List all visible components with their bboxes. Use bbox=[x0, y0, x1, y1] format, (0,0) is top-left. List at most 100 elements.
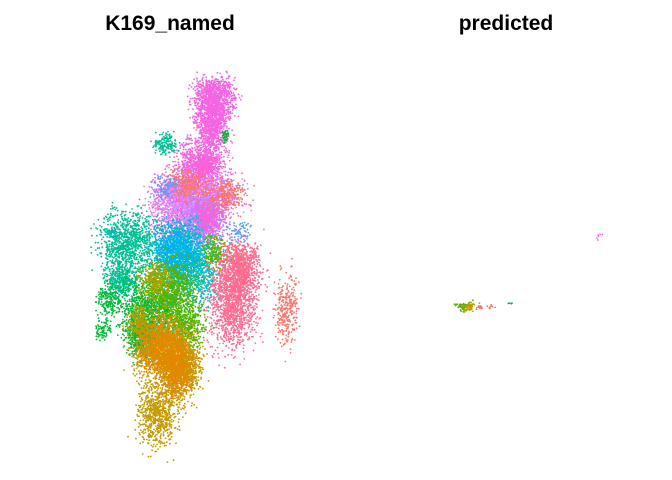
cell-point bbox=[193, 78, 195, 80]
cell-point bbox=[224, 81, 226, 83]
cell-point bbox=[185, 138, 187, 140]
cell-point bbox=[188, 88, 190, 90]
cell-point bbox=[225, 147, 227, 149]
cell-point bbox=[216, 104, 218, 106]
cell-point bbox=[187, 144, 189, 146]
cell-point bbox=[206, 90, 208, 92]
cell-point bbox=[210, 118, 212, 120]
cell-point bbox=[221, 146, 223, 148]
cell-point bbox=[241, 172, 243, 174]
cell-point bbox=[176, 152, 178, 154]
cell-point bbox=[228, 108, 230, 110]
cell-point bbox=[205, 85, 207, 87]
cell-point bbox=[232, 84, 234, 86]
scatter-panel-k169-named bbox=[90, 71, 302, 464]
cell-point bbox=[205, 135, 207, 137]
cell-point bbox=[190, 138, 192, 140]
cell-point bbox=[191, 147, 193, 149]
cell-point bbox=[200, 117, 202, 119]
cell-point bbox=[196, 140, 198, 142]
cell-point bbox=[214, 110, 216, 112]
cell-point bbox=[216, 100, 218, 102]
cell-point bbox=[210, 132, 212, 134]
cell-point bbox=[206, 102, 208, 104]
cell-point bbox=[202, 116, 204, 118]
cell-point bbox=[214, 91, 216, 93]
cell-point bbox=[194, 86, 196, 88]
cell-point bbox=[207, 116, 209, 118]
cell-point bbox=[201, 108, 203, 110]
cell-point bbox=[202, 129, 204, 131]
cell-point bbox=[209, 123, 211, 125]
cell-point bbox=[203, 97, 205, 99]
cell-point bbox=[230, 140, 232, 142]
cell-point bbox=[149, 186, 151, 188]
cell-point bbox=[153, 201, 155, 203]
cell-point bbox=[185, 157, 187, 159]
cell-point bbox=[232, 185, 234, 187]
cell-point bbox=[200, 144, 202, 146]
cell-point bbox=[186, 160, 188, 162]
cell-point bbox=[223, 128, 225, 130]
cell-point bbox=[217, 84, 219, 86]
cell-point bbox=[216, 110, 218, 112]
cell-point bbox=[212, 109, 214, 111]
cell-point bbox=[217, 95, 219, 97]
cell-point bbox=[221, 126, 223, 128]
cell-point bbox=[219, 111, 221, 113]
cell-point bbox=[193, 127, 195, 129]
cell-point bbox=[207, 111, 209, 113]
cell-point bbox=[192, 97, 194, 99]
cell-point bbox=[219, 143, 221, 145]
cell-point bbox=[164, 199, 166, 201]
cell-point bbox=[206, 107, 208, 109]
cell-point bbox=[211, 143, 213, 145]
cell-point bbox=[208, 96, 210, 98]
cell-point bbox=[195, 105, 197, 107]
cell-point bbox=[245, 192, 247, 194]
cell-point bbox=[250, 210, 252, 212]
cell-point bbox=[221, 172, 223, 174]
cell-point bbox=[229, 168, 231, 170]
cell-point bbox=[195, 145, 197, 147]
cell-point bbox=[210, 101, 212, 103]
cell-point bbox=[190, 155, 192, 157]
cell-point bbox=[174, 161, 176, 163]
cell-point bbox=[168, 209, 170, 211]
cell-point bbox=[165, 168, 167, 170]
cell-point bbox=[176, 172, 178, 174]
cell-point bbox=[201, 121, 203, 123]
cell-point bbox=[210, 82, 212, 84]
cell-point bbox=[223, 156, 225, 158]
cell-point bbox=[186, 151, 188, 153]
cell-point bbox=[199, 87, 201, 89]
cell-point bbox=[151, 205, 153, 207]
cell-point bbox=[154, 173, 156, 175]
cell-point bbox=[226, 100, 228, 102]
cell-point bbox=[160, 183, 162, 185]
cell-point bbox=[194, 138, 196, 140]
cell-point bbox=[212, 102, 214, 104]
cell-point bbox=[245, 203, 247, 205]
cell-point bbox=[222, 107, 224, 109]
cell-point bbox=[186, 154, 188, 156]
cell-point bbox=[162, 182, 164, 184]
cell-point bbox=[218, 99, 220, 101]
cell-point bbox=[223, 146, 225, 148]
cell-point bbox=[229, 86, 231, 88]
cell-point bbox=[196, 71, 198, 73]
cell-point bbox=[189, 104, 191, 106]
cell-point bbox=[198, 146, 200, 148]
cell-point bbox=[208, 129, 210, 131]
cell-point bbox=[184, 145, 186, 147]
cell-point bbox=[203, 118, 205, 120]
cell-point bbox=[173, 156, 175, 158]
cell-point bbox=[216, 174, 218, 176]
cell-point bbox=[222, 87, 224, 89]
cell-point bbox=[213, 122, 215, 124]
cell-point bbox=[218, 130, 220, 132]
cell-point bbox=[202, 77, 204, 79]
cell-point bbox=[152, 207, 154, 209]
cell-point bbox=[201, 179, 203, 181]
cell-point bbox=[213, 120, 215, 122]
